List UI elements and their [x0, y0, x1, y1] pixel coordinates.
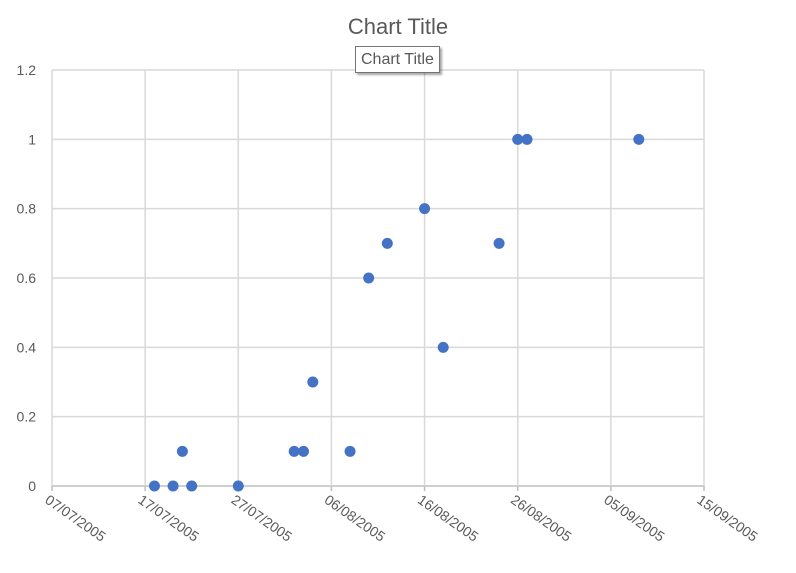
- data-point: [381, 237, 393, 249]
- x-tick-label: 26/08/2005: [508, 491, 575, 544]
- y-tick-label: 1.2: [17, 62, 37, 78]
- chart-title-tooltip: Chart Title: [355, 46, 440, 73]
- y-tick-label: 0: [28, 478, 36, 494]
- x-tick-label: 15/09/2005: [694, 491, 761, 544]
- data-point: [633, 133, 645, 145]
- x-tick-label: 17/07/2005: [135, 491, 202, 544]
- x-tick-label: 27/07/2005: [229, 491, 296, 544]
- data-point: [297, 445, 309, 457]
- data-point: [167, 480, 179, 492]
- y-tick-label: 0.2: [17, 409, 37, 425]
- y-tick-label: 0.6: [17, 270, 37, 286]
- data-point: [493, 237, 505, 249]
- chart-title: Chart Title: [347, 14, 449, 39]
- data-point: [437, 341, 449, 353]
- data-point: [521, 133, 533, 145]
- data-point: [363, 272, 375, 284]
- x-tick-label: 05/09/2005: [601, 491, 668, 544]
- data-point: [344, 445, 356, 457]
- data-point: [288, 445, 300, 457]
- y-tick-label: 1: [28, 131, 36, 147]
- x-tick-label: 16/08/2005: [415, 491, 482, 544]
- data-point: [176, 445, 188, 457]
- y-tick-label: 0.4: [17, 339, 37, 355]
- data-point: [307, 376, 319, 388]
- data-point: [186, 480, 198, 492]
- x-tick-label: 07/07/2005: [42, 491, 109, 544]
- data-point: [512, 133, 524, 145]
- y-tick-label: 0.8: [17, 201, 37, 217]
- data-point: [419, 203, 431, 215]
- data-point: [232, 480, 244, 492]
- data-point: [148, 480, 160, 492]
- x-tick-label: 06/08/2005: [322, 491, 389, 544]
